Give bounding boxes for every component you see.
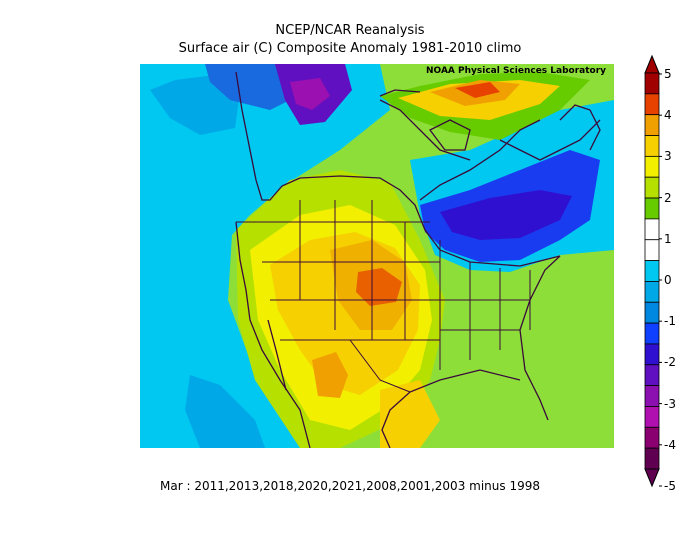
colorbar-segment [644, 447, 660, 470]
warm-anomaly-texas [312, 352, 348, 398]
colorbar-tick-label: -4 [664, 437, 676, 452]
colorbar-segment [644, 426, 660, 449]
cool-anomaly-southwest [185, 375, 265, 448]
colorbar-tick-label: 5 [664, 67, 672, 81]
colorbar-segment [644, 343, 660, 366]
credit-label: NOAA Physical Sciences Laboratory [426, 66, 607, 76]
colorbar-tick-label: -5 [664, 479, 676, 493]
colorbar-segment [644, 197, 660, 220]
colorbar-segment [644, 385, 660, 407]
colorbar-arrow-top [644, 54, 660, 74]
colorbar-tick-label: 1 [664, 231, 672, 246]
colorbar-arrow-bottom [644, 468, 660, 488]
cold-anomaly-west [140, 64, 390, 448]
chart-title: NCEP/NCAR Reanalysis [275, 23, 425, 38]
warm-anomaly-arctic-peak [455, 82, 500, 98]
colorbar-segment [644, 322, 660, 345]
warm-anomaly-kansas-core [356, 268, 402, 306]
colorbar-tick-label: 2 [664, 190, 672, 205]
colorbar-tick-label: -2 [664, 355, 676, 370]
colorbar-tick-label: 3 [664, 149, 672, 164]
cold-anomaly-east-deep [440, 190, 572, 240]
colorbar-segment [644, 406, 660, 428]
state-borders [236, 200, 531, 393]
colorbar-segment [644, 176, 660, 199]
colorbar-tick-label: 0 [664, 273, 672, 287]
colorbar-segment [644, 260, 660, 282]
cold-anomaly-yukon-core [290, 78, 330, 110]
colorbar-segment [644, 239, 660, 261]
caption: Mar : 2011,2013,2018,2020,2021,2008,2001… [160, 479, 540, 493]
colorbar-tick-label: 4 [664, 108, 672, 123]
colorbar-tick-label: -3 [664, 396, 676, 411]
warm-anomaly-mexico [380, 380, 440, 448]
cool-anomaly-pacific [150, 75, 240, 135]
colorbar-segment [644, 93, 660, 116]
colorbar-segment [644, 218, 660, 241]
colorbar-segment [644, 281, 660, 303]
colorbar-segment [644, 155, 660, 178]
colorbar-segment [644, 301, 660, 324]
colorbar-tick-label: -1 [664, 314, 676, 329]
chart-subtitle: Surface air (C) Composite Anomaly 1981-2… [178, 41, 522, 56]
colorbar-segment [644, 72, 660, 95]
cool-anomaly-alaska [205, 64, 300, 110]
colorbar-segment [644, 114, 660, 136]
colorbar-segment [644, 364, 660, 387]
colorbar-segment [644, 135, 660, 157]
